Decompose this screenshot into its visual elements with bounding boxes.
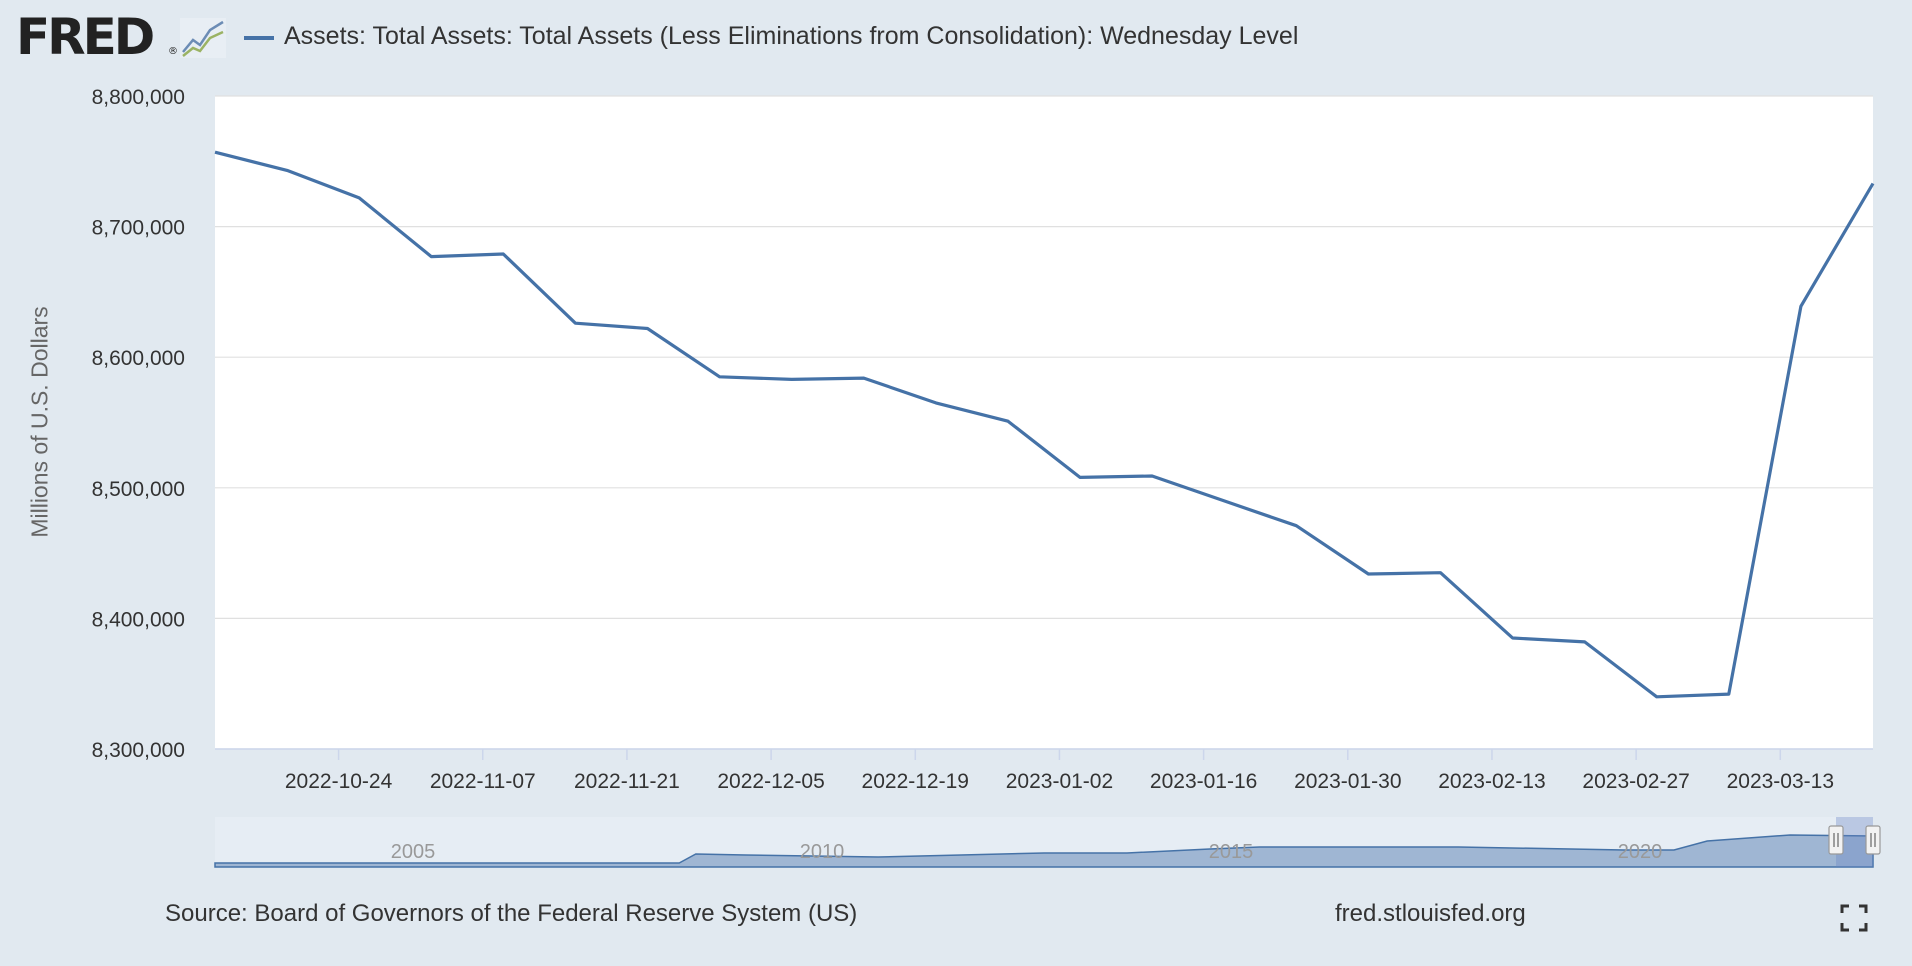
x-tick-label: 2022-10-24 (285, 770, 393, 793)
series-point[interactable] (858, 372, 870, 384)
y-tick-label: 8,400,000 (92, 608, 185, 631)
y-tick-label: 8,500,000 (92, 478, 185, 501)
series-point[interactable] (786, 373, 798, 385)
chart-header: FRED ® Assets: Total Assets: Total Asset… (0, 0, 1912, 80)
series-point[interactable] (281, 164, 293, 176)
source-url[interactable]: fred.stlouisfed.org (1335, 900, 1526, 927)
navigator-handle-left[interactable] (1828, 825, 1844, 855)
series-point[interactable] (1218, 495, 1230, 507)
line-graph-icon (180, 18, 226, 58)
y-tick-label: 8,700,000 (92, 217, 185, 240)
source-note: Source: Board of Governors of the Federa… (165, 900, 858, 927)
x-tick-label: 2022-11-21 (574, 770, 680, 793)
navigator-year-label: 2005 (391, 841, 436, 863)
series-point[interactable] (1146, 470, 1158, 482)
registered-mark: ® (168, 46, 178, 57)
x-tick-label: 2023-02-13 (1438, 770, 1545, 793)
fred-logo[interactable]: FRED (16, 8, 155, 66)
series-point[interactable] (497, 248, 509, 260)
series-point[interactable] (1290, 520, 1302, 532)
x-tick-label: 2022-11-07 (430, 770, 536, 793)
x-tick-label: 2023-03-13 (1727, 770, 1834, 793)
series-point[interactable] (642, 322, 654, 334)
series-line[interactable] (214, 150, 1875, 699)
series-point[interactable] (1074, 471, 1086, 483)
navigator-year-label: 2020 (1618, 841, 1663, 863)
y-tick-label: 8,600,000 (92, 347, 185, 370)
series-point[interactable] (1002, 415, 1014, 427)
series-point[interactable] (353, 192, 365, 204)
legend-series-swatch[interactable] (244, 36, 274, 40)
fullscreen-icon[interactable] (1840, 904, 1868, 932)
navigator-handle-right[interactable] (1865, 825, 1881, 855)
y-tick-label: 8,800,000 (92, 86, 185, 109)
series-point[interactable] (1795, 300, 1807, 312)
chart: 8,300,000 8,400,000 8,500,000 8,600,000 8,70… (92, 86, 1881, 868)
x-tick-label: 2023-01-16 (1150, 770, 1257, 793)
series-point[interactable] (1362, 568, 1374, 580)
navigator-year-label: 2015 (1209, 841, 1254, 863)
y-tick-label: 8,300,000 (92, 739, 185, 762)
legend-series-label[interactable]: Assets: Total Assets: Total Assets (Less… (284, 22, 1299, 50)
x-tick-label: 2023-02-27 (1582, 770, 1689, 793)
series-point[interactable] (1434, 567, 1446, 579)
series-point[interactable] (930, 397, 942, 409)
series-point[interactable] (1579, 636, 1591, 648)
series-point[interactable] (209, 146, 221, 158)
x-tick-label: 2023-01-02 (1006, 770, 1113, 793)
series-point[interactable] (425, 251, 437, 263)
series-point[interactable] (569, 317, 581, 329)
x-tick-label: 2022-12-05 (717, 770, 824, 793)
series-point[interactable] (1651, 691, 1663, 703)
series-point[interactable] (714, 371, 726, 383)
navigator-year-label: 2010 (800, 841, 845, 863)
series-point[interactable] (1507, 632, 1519, 644)
plot-area (215, 96, 1873, 749)
navigator-series (214, 834, 1874, 868)
series-point[interactable] (1867, 178, 1879, 190)
x-tick-label: 2022-12-19 (862, 770, 969, 793)
x-tick-label: 2023-01-30 (1294, 770, 1401, 793)
series-point[interactable] (1723, 688, 1735, 700)
